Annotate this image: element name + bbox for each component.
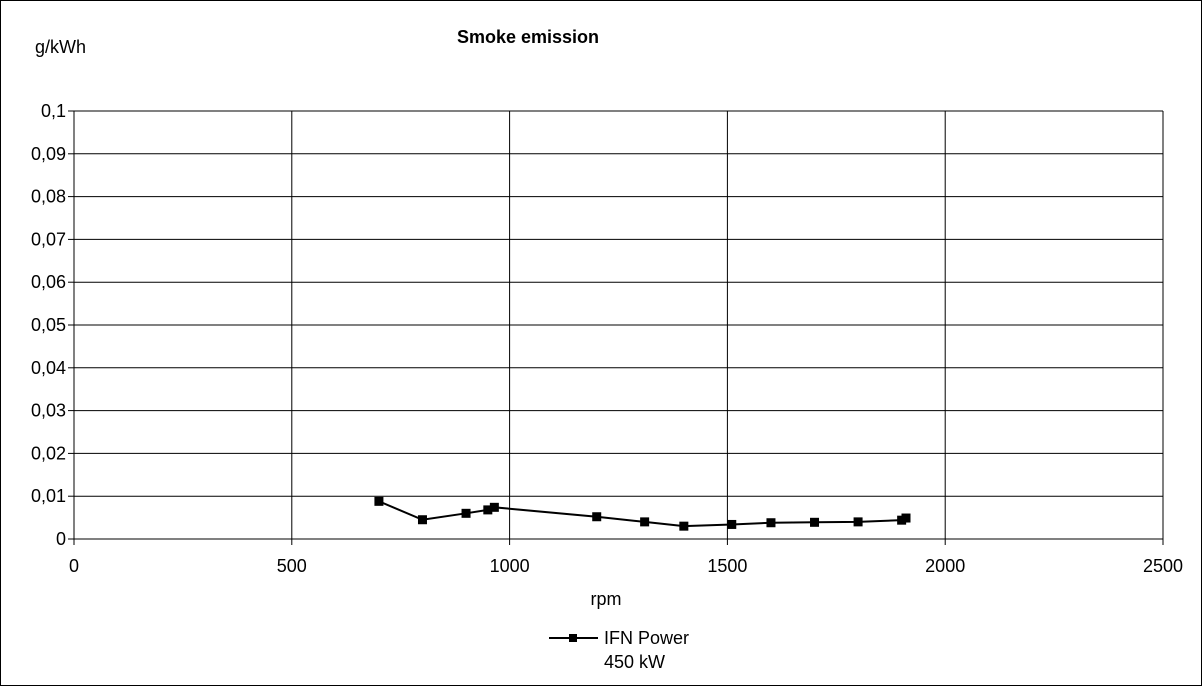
axis-layer: [68, 110, 1164, 545]
grid-layer: [74, 110, 1164, 539]
y-tick-label: 0,01: [31, 486, 66, 506]
data-point: [417, 515, 427, 525]
legend-marker: [569, 634, 577, 642]
legend-label: IFN Power: [604, 628, 689, 648]
legend: IFN Power 450 kW: [549, 628, 689, 672]
x-tick-label: 2500: [1143, 556, 1183, 576]
y-axis-label: g/kWh: [35, 37, 86, 57]
x-tick-label: 1000: [490, 556, 530, 576]
data-point: [810, 517, 820, 527]
data-point: [901, 513, 911, 523]
data-point: [679, 521, 689, 531]
data-point: [853, 517, 863, 527]
x-tick-label: 500: [277, 556, 307, 576]
data-point: [766, 518, 776, 528]
data-point: [489, 502, 499, 512]
chart-title: Smoke emission: [457, 27, 599, 47]
y-tick-label: 0,09: [31, 144, 66, 164]
x-axis-label: rpm: [591, 589, 622, 609]
data-point: [374, 496, 384, 506]
y-tick-label: 0,1: [41, 101, 66, 121]
y-tick-label: 0,04: [31, 358, 66, 378]
data-point: [483, 505, 493, 515]
y-tick-label: 0,05: [31, 315, 66, 335]
y-tick-label: 0: [56, 529, 66, 549]
data-point: [461, 508, 471, 518]
data-point: [727, 519, 737, 529]
legend-label-line2: 450 kW: [604, 652, 665, 672]
y-tick-label: 0,07: [31, 229, 66, 249]
data-point: [592, 512, 602, 522]
y-tick-label: 0,06: [31, 272, 66, 292]
y-tick-label: 0,03: [31, 401, 66, 421]
x-tick-label: 0: [69, 556, 79, 576]
x-tick-labels: 0 500 1000 1500 2000 2500: [69, 556, 1183, 576]
y-tick-labels: 0 0,01 0,02 0,03 0,04 0,05 0,06 0,07 0,08 0,09 0,1: [31, 101, 66, 549]
x-tick-label: 2000: [925, 556, 965, 576]
series-layer: [374, 496, 911, 531]
data-point: [640, 517, 650, 527]
y-tick-label: 0,08: [31, 187, 66, 207]
x-tick-label: 1500: [707, 556, 747, 576]
y-tick-label: 0,02: [31, 443, 66, 463]
